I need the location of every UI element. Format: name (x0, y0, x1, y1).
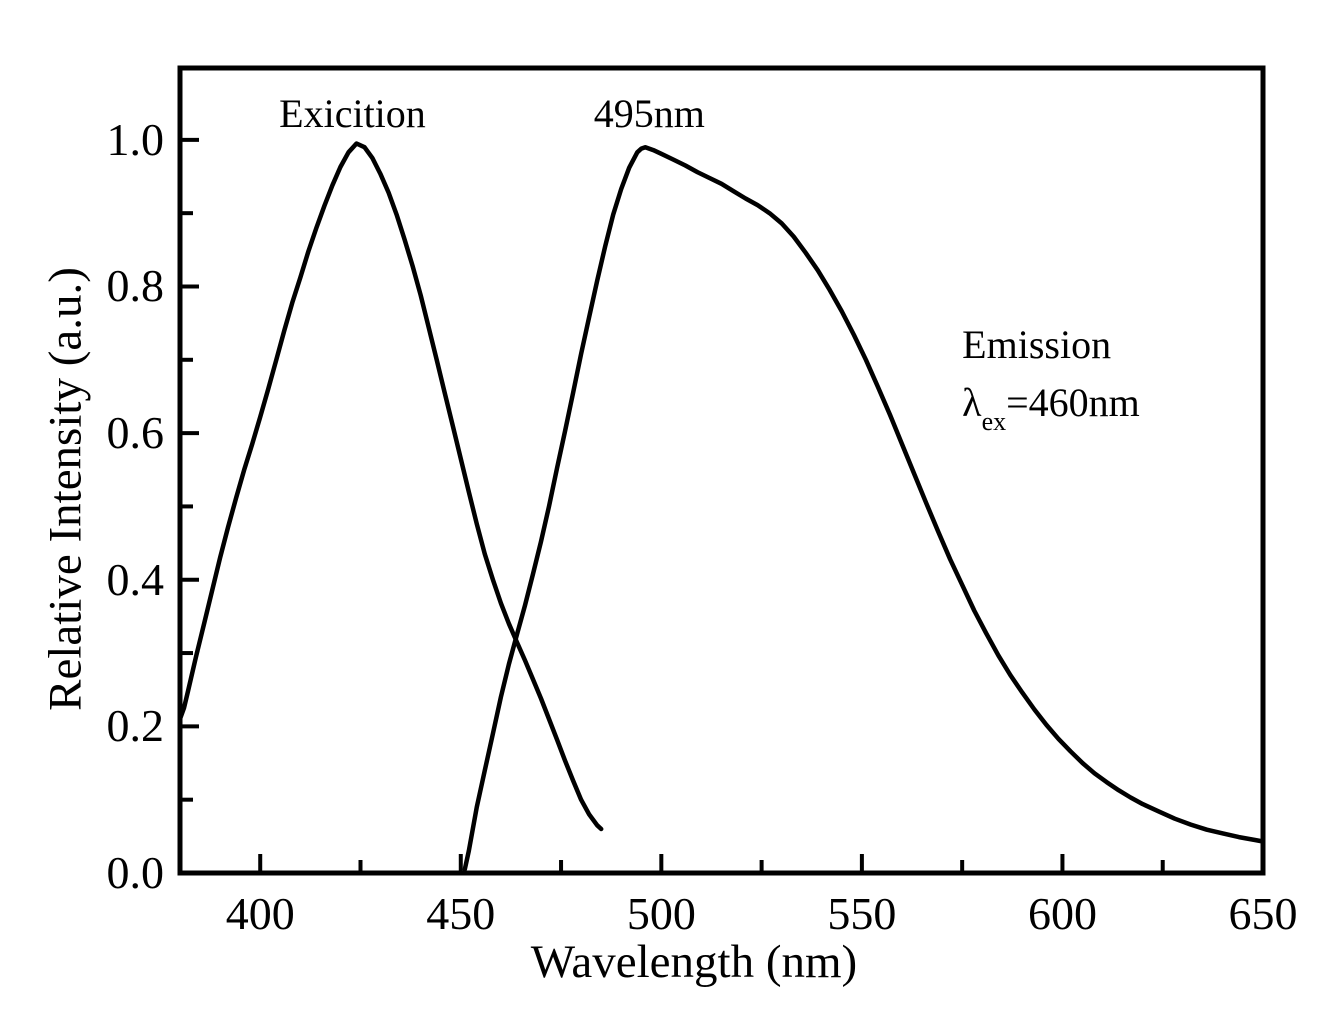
x-tick-label-550: 550 (827, 888, 897, 939)
excitation-curve-label: Exicition (279, 91, 426, 137)
emission-peak-wavelength-label: 495nm (593, 91, 705, 137)
plot-frame (177, 65, 1266, 876)
emission-curve (462, 144, 1266, 872)
y-axis-title: Relative Intensity (a.u.) (39, 266, 92, 711)
lambda-subscript: ex (981, 406, 1007, 436)
y-tick-label-0.6: 0.6 (106, 407, 165, 459)
x-tick-label-600: 600 (1027, 888, 1097, 939)
y-tick-label-0.0: 0.0 (106, 847, 165, 898)
y-tick-label-1.0: 1.0 (106, 113, 165, 165)
x-tick-label-450: 450 (426, 888, 496, 939)
y-tick-label-0.8: 0.8 (106, 260, 165, 312)
x-tick-label-400: 400 (225, 888, 295, 939)
y-tick-label-0.4: 0.4 (106, 553, 165, 605)
lambda-symbol: λ (962, 379, 982, 425)
excitation-wavelength-label: λex=460nm (962, 379, 1140, 436)
excitation-curve (177, 141, 604, 832)
emission-curve-label: Emission (962, 322, 1112, 368)
y-tick-label-0.2: 0.2 (106, 700, 165, 752)
x-axis-title: Wavelength (nm) (530, 936, 858, 988)
lambda-value: =460nm (1006, 379, 1140, 425)
x-tick-label-500: 500 (626, 888, 696, 939)
x-tick-label-650: 650 (1228, 888, 1298, 939)
